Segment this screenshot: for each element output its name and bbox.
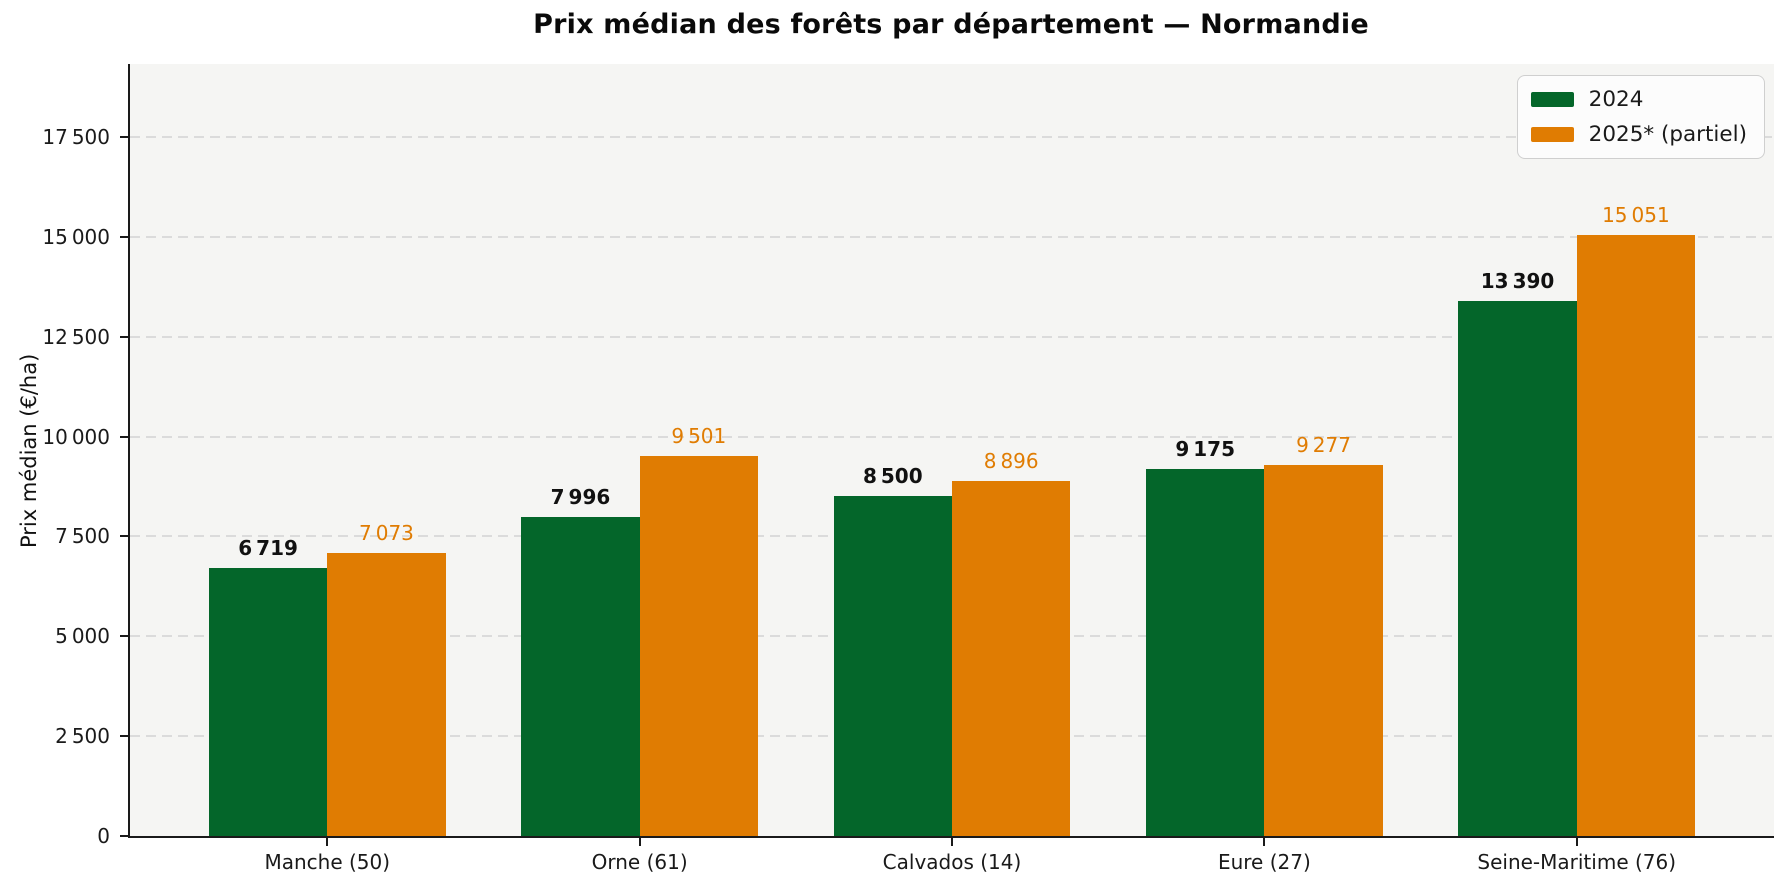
- x-tick-label: Orne (61): [591, 850, 688, 874]
- legend-swatch-2024: [1530, 92, 1574, 107]
- x-axis-ticks: Manche (50) Orne (61) Calvados (14) Eure (2…: [130, 64, 1774, 874]
- bars-layer: 6 719 7 073 7 996 9 501 8 500 8 896 9 175 9 277…: [130, 64, 1774, 836]
- bar-2024-3: [833, 496, 952, 836]
- x-tick-label: Eure (27): [1217, 850, 1311, 874]
- x-tick-mark: [1575, 836, 1578, 846]
- x-tick-label: Calvados (14): [882, 850, 1022, 874]
- value-label-2024-4: 9 175: [1175, 437, 1236, 462]
- y-tick-mark: [120, 235, 130, 238]
- value-label-2025-3: 8 896: [983, 448, 1039, 473]
- x-tick-label: Manche (50): [264, 850, 391, 874]
- y-tick-mark: [120, 735, 130, 738]
- value-label-2024-3: 8 500: [862, 464, 923, 489]
- bar-2025-1: [327, 553, 446, 836]
- y-tick-label: 5 000: [55, 624, 110, 649]
- x-tick-mark: [1263, 836, 1266, 846]
- bar-2025-2: [639, 456, 758, 836]
- bar-2025-4: [1264, 465, 1383, 836]
- value-label-2025-1: 7 073: [359, 521, 414, 546]
- legend-item-2025: 2025* (partiel): [1530, 122, 1747, 147]
- gridline-10000: [130, 435, 1774, 438]
- x-tick-label: Seine-Maritime (76): [1477, 850, 1677, 874]
- gridline-15000: [130, 235, 1774, 238]
- value-label-2025-4: 9 277: [1296, 433, 1351, 458]
- y-tick-mark: [120, 835, 130, 837]
- bar-2025-3: [952, 480, 1071, 836]
- plot-area: 0 2 500 5 000 7 500 10 000 12 500 15 000 17 500…: [42, 64, 1774, 874]
- bar-2024-1: [208, 567, 328, 836]
- bar-2025-5: [1576, 234, 1696, 836]
- y-tick-label: 0: [97, 824, 110, 848]
- y-tick-mark: [120, 635, 130, 638]
- y-axis-ticks: 0 2 500 5 000 7 500 10 000 12 500 15 000 17 500: [42, 64, 1774, 848]
- bar-2024-5: [1458, 301, 1577, 836]
- value-label-2024-2: 7 996: [550, 484, 611, 509]
- value-label-2025-2: 9 501: [671, 424, 727, 449]
- gridline-17500: [130, 135, 1774, 138]
- y-tick-label: 17 500: [42, 124, 110, 149]
- x-tick-mark: [951, 836, 953, 846]
- value-label-2025-5: 15 051: [1602, 202, 1670, 227]
- legend-label-2024: 2024: [1588, 87, 1644, 112]
- y-tick-mark: [120, 135, 130, 138]
- gridline-12500: [130, 335, 1774, 338]
- value-label-2024-5: 13 390: [1480, 269, 1555, 294]
- chart-title: Prix médian des forêts par département —…: [533, 9, 1369, 40]
- y-tick-label: 12 500: [42, 324, 110, 349]
- y-tick-mark: [120, 335, 130, 338]
- y-tick-label: 15 000: [42, 224, 110, 249]
- y-tick-label: 2 500: [55, 724, 110, 749]
- legend-swatch-2025: [1530, 127, 1574, 142]
- y-tick-mark: [120, 435, 130, 438]
- legend-label-2025: 2025* (partiel): [1588, 122, 1747, 147]
- bar-2024-2: [521, 516, 640, 836]
- bar-2024-4: [1145, 469, 1265, 836]
- y-tick-mark: [120, 535, 130, 538]
- y-axis-label: Prix médian (€/ha): [17, 353, 41, 549]
- legend-item-2024: 2024: [1530, 87, 1747, 112]
- legend: 2024 2025* (partiel): [1516, 75, 1765, 159]
- y-tick-label: 7 500: [55, 524, 110, 549]
- value-label-2024-1: 6 719: [238, 535, 298, 560]
- y-tick-label: 10 000: [42, 424, 110, 449]
- x-tick-mark: [326, 836, 329, 846]
- x-tick-mark: [638, 836, 641, 846]
